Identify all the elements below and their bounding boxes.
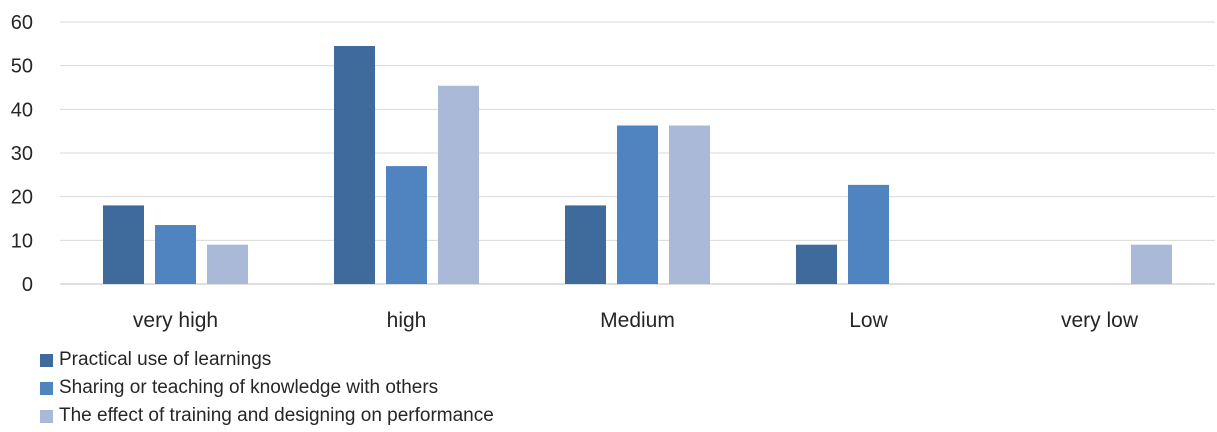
legend-label: Practical use of learnings — [59, 349, 272, 370]
y-tick-label: 0 — [22, 274, 33, 296]
bar — [386, 166, 427, 284]
x-tick-label: very low — [1061, 309, 1139, 332]
bar — [669, 125, 710, 285]
x-tick-label: Medium — [600, 309, 675, 332]
y-tick-label: 60 — [11, 12, 33, 34]
bar — [438, 85, 479, 285]
legend-item: Sharing or teaching of knowledge with ot… — [40, 374, 494, 402]
x-tick-label: high — [387, 309, 427, 332]
y-tick-label: 40 — [11, 99, 33, 121]
x-tick-label: Low — [849, 309, 888, 332]
bar — [617, 125, 658, 285]
bar — [565, 205, 606, 284]
x-tick-label: very high — [133, 309, 218, 332]
x-axis: very high high Medium Low very low — [133, 309, 1139, 332]
legend-item: The effect of training and designing on … — [40, 402, 494, 430]
bar — [334, 46, 375, 285]
y-tick-label: 30 — [11, 143, 33, 165]
bar — [207, 244, 248, 284]
bar — [848, 184, 889, 284]
bar — [796, 244, 837, 284]
legend-swatch-icon — [40, 409, 53, 423]
legend-swatch-icon — [40, 353, 53, 367]
bar — [155, 225, 196, 284]
bar — [1131, 244, 1172, 284]
legend-label: Sharing or teaching of knowledge with ot… — [59, 377, 439, 398]
y-tick-label: 20 — [11, 187, 33, 209]
y-axis: 0 10 20 30 40 50 60 — [11, 12, 33, 296]
legend-label: The effect of training and designing on … — [59, 405, 494, 426]
y-tick-label: 10 — [11, 230, 33, 252]
bars — [103, 46, 1172, 285]
legend-item: Practical use of learnings — [40, 346, 494, 374]
legend-swatch-icon — [40, 381, 53, 395]
legend: Practical use of learnings Sharing or te… — [40, 346, 494, 430]
bar — [103, 205, 144, 284]
y-tick-label: 50 — [11, 56, 33, 78]
